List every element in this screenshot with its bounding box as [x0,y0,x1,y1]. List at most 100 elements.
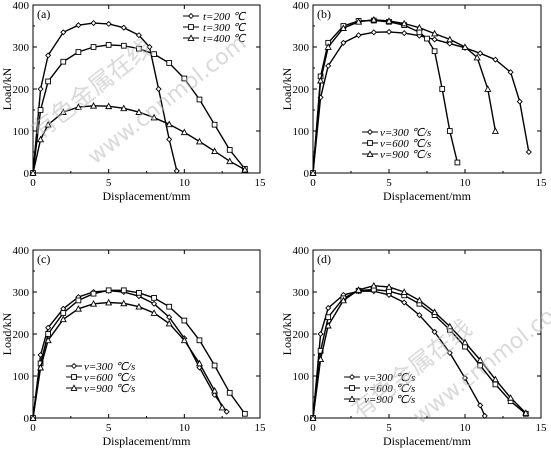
data-point [324,321,332,329]
y-tick-label: 0 [24,168,30,180]
legend-label: t=400 ℃ [203,33,247,45]
data-point [59,315,67,323]
y-tick-label: 0 [304,168,310,180]
data-point [181,317,188,324]
x-tick-label: 15 [536,177,548,189]
data-point [481,412,488,419]
data-point [75,297,82,304]
data-point [400,19,408,27]
chart-panel-0: 0 5 10 15 0 100 200 300 400 Displacement/mm Load/k… [0,0,266,203]
data-point [90,44,97,50]
data-point [309,414,317,421]
data-point [492,381,499,388]
data-point [416,312,423,319]
panel-label: (d) [317,252,331,266]
data-point [223,408,230,415]
data-point [120,24,127,31]
legend-label: t=300 ℃ [203,22,247,34]
chart-panel-2: 0 5 10 15 0 100 200 300 400 Displacement/mm Load/k… [0,245,266,448]
legend-marker [348,395,356,402]
legend-marker [366,150,374,157]
legend-label: t=200 ℃ [203,11,247,23]
data-point [195,359,204,367]
x-tick-label: 10 [460,177,472,189]
data-point [516,98,523,105]
legend-marker [187,12,195,20]
data-point [446,128,453,134]
data-point [242,410,248,417]
data-point [37,363,45,371]
series-line [312,290,486,419]
data-point [180,336,188,344]
x-tick-label: 5 [386,422,392,434]
data-point [477,50,484,57]
data-point [165,319,173,327]
data-point [461,375,469,382]
legend-marker [70,384,78,391]
data-point [37,135,45,143]
data-point [105,102,113,110]
watermark-url: www.cnnmol.com [83,31,251,170]
series-line [312,284,527,419]
data-point [477,362,484,369]
data-point [151,295,157,301]
data-point [29,414,37,421]
data-point [166,314,173,321]
data-point [355,18,363,25]
chart-panel-1: 0 5 10 15 0 100 200 300 400 Displacement/mm Load/k… [280,0,547,203]
series-1 [30,287,248,421]
data-point [415,23,423,31]
data-point [226,147,233,153]
series-2 [309,15,499,176]
series-line [32,289,246,419]
legend-marker [366,128,374,136]
data-point [60,58,67,65]
data-point [401,299,408,306]
x-tick-label: 10 [179,177,191,189]
data-point [325,304,332,311]
data-point [507,69,514,76]
data-point [446,349,453,356]
data-point [416,29,423,36]
x-axis-label: Displacement/mm [103,434,192,448]
y-tick-label: 200 [293,329,310,341]
series-2 [29,102,249,176]
data-point [196,337,203,344]
legend-marker [71,374,77,380]
y-tick-label: 300 [293,287,310,299]
y-tick-label: 100 [293,371,310,383]
data-point [90,20,97,27]
data-point [60,310,67,316]
series-line [32,44,246,174]
data-point [385,283,393,290]
legend-marker [187,34,195,41]
data-point [37,85,44,93]
data-point [370,29,377,36]
data-point [181,75,188,82]
data-point [89,300,98,307]
data-point [525,148,532,156]
x-tick-label: 0 [310,422,316,434]
data-point [105,42,112,48]
data-point [385,28,393,35]
y-tick-label: 300 [13,42,30,54]
y-tick-label: 400 [13,245,30,257]
data-point [226,389,233,396]
data-point [120,299,128,307]
data-point [151,51,157,57]
data-point [136,45,142,52]
legend-marker [349,385,355,391]
y-axis-label: Load/kN [280,312,294,355]
x-axis-label: Displacement/mm [383,189,472,203]
y-tick-label: 400 [293,0,310,12]
data-point [226,157,234,165]
y-tick-label: 400 [13,0,30,12]
data-point [165,120,173,128]
data-point [317,76,325,84]
data-point [29,169,37,176]
data-point [105,287,112,294]
data-point [385,17,393,24]
data-point [492,56,499,63]
data-point [120,287,127,294]
